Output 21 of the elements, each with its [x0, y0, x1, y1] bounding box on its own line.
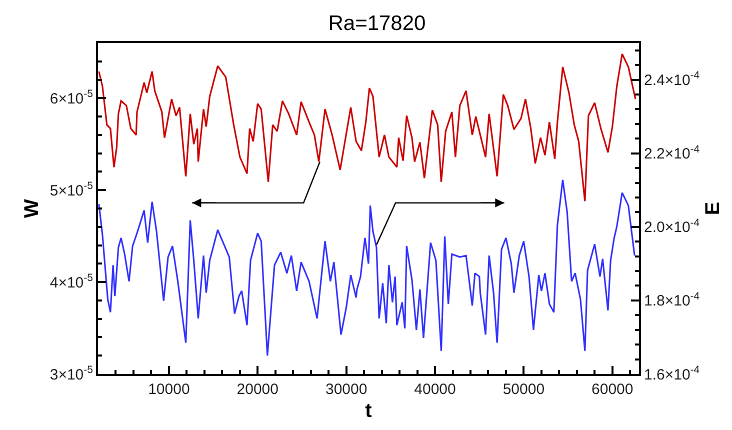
y-tick-label: 5×10$^{-5}$ — [50, 180, 94, 200]
y-tick-label: 6×10$^{-5}$ — [50, 88, 94, 108]
x-tick-label: 50000 — [502, 381, 545, 398]
x-tick-label: 10000 — [148, 381, 190, 398]
y2-tick-label: 2.4×10$^{-4}$ — [644, 70, 700, 90]
y2-tick-label: 2.0×10$^{-4}$ — [644, 216, 700, 236]
y2-tick-label: 1.8×10$^{-4}$ — [644, 290, 700, 310]
chart-title: Ra=17820 — [328, 12, 426, 35]
y-axis-title: W — [20, 198, 43, 218]
x-tick-label: 60000 — [592, 381, 634, 398]
y2-axis-title: E — [702, 202, 724, 216]
y2-tick-label: 2.2×10$^{-4}$ — [644, 143, 700, 163]
line-series — [98, 179, 636, 356]
x-tick-label: 30000 — [325, 381, 368, 398]
y-tick-label: 3×10$^{-5}$ — [50, 364, 94, 384]
line-series — [98, 53, 636, 202]
x-tick-label: 40000 — [414, 381, 456, 398]
y2-tick-label: 1.6×10$^{-4}$ — [644, 364, 700, 384]
x-tick-label: 20000 — [236, 381, 278, 398]
x-axis-title: t — [365, 400, 372, 422]
y-tick-label: 4×10$^{-5}$ — [50, 272, 94, 292]
